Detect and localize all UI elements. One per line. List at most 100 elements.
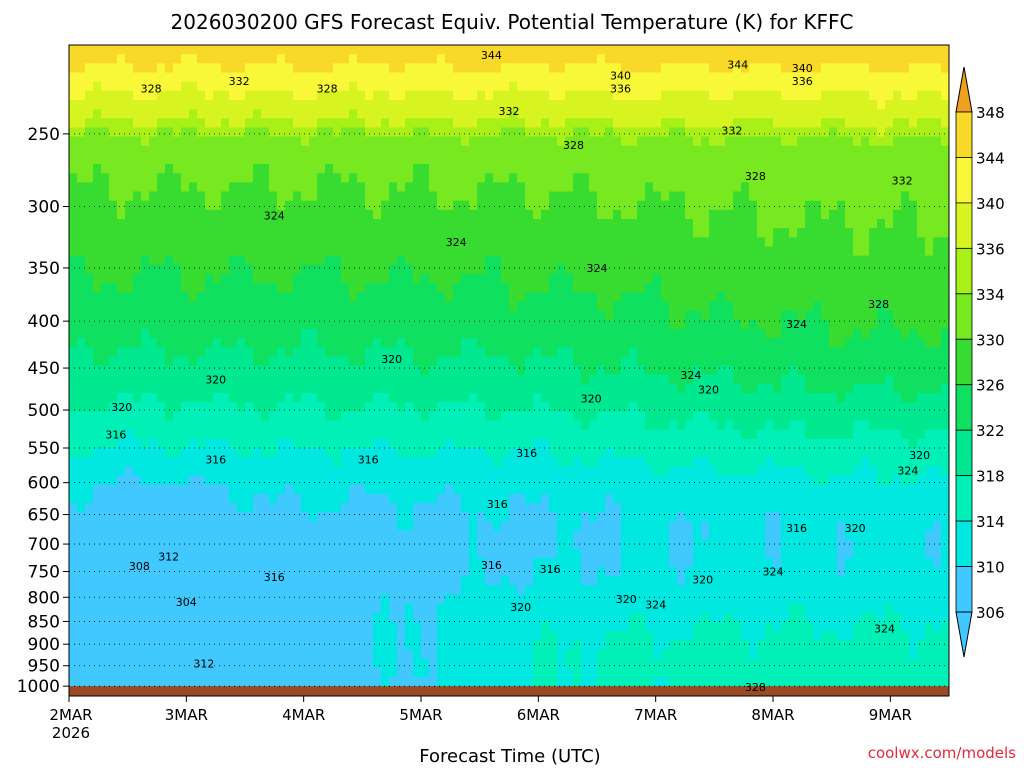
heatmap-cell: [733, 420, 742, 431]
heatmap-cell: [357, 310, 366, 321]
heatmap-cell: [245, 283, 254, 293]
heatmap-cell: [349, 191, 358, 202]
heatmap-cell: [461, 136, 470, 147]
heatmap-cell: [525, 273, 534, 284]
heatmap-cell: [701, 219, 710, 229]
heatmap-cell: [621, 273, 630, 284]
heatmap-cell: [853, 301, 862, 312]
heatmap-cell: [445, 200, 454, 211]
heatmap-cell: [613, 173, 622, 183]
heatmap-cell: [285, 145, 294, 156]
heatmap-cell: [181, 429, 190, 440]
heatmap-cell: [749, 383, 758, 394]
heatmap-cell: [325, 109, 334, 119]
heatmap-cell: [189, 209, 198, 220]
heatmap-cell: [613, 246, 622, 257]
heatmap-cell: [805, 420, 814, 431]
heatmap-cell: [125, 402, 134, 412]
heatmap-cell: [165, 154, 174, 165]
heatmap-cell: [477, 127, 486, 138]
heatmap-cell: [773, 246, 782, 257]
heatmap-cell: [85, 237, 94, 248]
heatmap-cell: [189, 448, 198, 458]
heatmap-cell: [381, 63, 390, 74]
heatmap-cell: [485, 429, 494, 440]
heatmap-cell: [885, 173, 894, 183]
heatmap-cell: [677, 90, 686, 101]
heatmap-cell: [437, 310, 446, 321]
heatmap-cell: [765, 127, 774, 138]
heatmap-cell: [141, 347, 150, 358]
heatmap-cell: [653, 246, 662, 257]
heatmap-cell: [405, 411, 414, 422]
heatmap-cell: [117, 301, 126, 312]
heatmap-cell: [333, 429, 342, 440]
heatmap-cell: [277, 246, 286, 257]
heatmap-cell: [693, 228, 702, 238]
heatmap-cell: [77, 219, 86, 229]
heatmap-cell: [133, 118, 142, 129]
heatmap-cell: [661, 264, 670, 275]
heatmap-cell: [229, 228, 238, 238]
heatmap-cell: [909, 438, 918, 449]
heatmap-cell: [789, 448, 798, 458]
heatmap-cell: [477, 72, 486, 83]
heatmap-cell: [149, 209, 158, 220]
heatmap-cell: [677, 191, 686, 202]
heatmap-cell: [805, 63, 814, 74]
heatmap-cell: [837, 45, 846, 55]
heatmap-cell: [901, 200, 910, 211]
heatmap-cell: [501, 448, 510, 458]
heatmap-cell: [645, 374, 654, 385]
heatmap-cell: [941, 374, 949, 385]
heatmap-cell: [701, 365, 710, 376]
heatmap-cell: [389, 356, 398, 367]
heatmap-cell: [885, 356, 894, 367]
heatmap-cell: [901, 448, 910, 458]
heatmap-cell: [325, 319, 334, 330]
heatmap-cell: [101, 438, 110, 449]
heatmap-cell: [741, 109, 750, 119]
heatmap-cell: [645, 164, 654, 174]
heatmap-cell: [885, 99, 894, 110]
heatmap-cell: [917, 200, 926, 211]
heatmap-cell: [813, 54, 822, 64]
heatmap-cell: [197, 411, 206, 422]
heatmap-cell: [757, 145, 766, 156]
heatmap-cell: [549, 90, 558, 101]
heatmap-cell: [517, 264, 526, 275]
heatmap-cell: [861, 118, 870, 129]
heatmap-cell: [173, 319, 182, 330]
heatmap-cell: [469, 72, 478, 83]
heatmap-cell: [141, 99, 150, 110]
heatmap-cell: [541, 109, 550, 119]
heatmap-cell: [421, 411, 430, 422]
heatmap-cell: [853, 319, 862, 330]
heatmap-cell: [301, 393, 310, 403]
heatmap-cell: [109, 191, 118, 202]
heatmap-cell: [853, 310, 862, 321]
heatmap-cell: [445, 420, 454, 431]
heatmap-cell: [837, 255, 846, 266]
heatmap-cell: [589, 273, 598, 284]
heatmap-cell: [829, 81, 838, 92]
heatmap-cell: [397, 246, 406, 257]
heatmap-cell: [613, 420, 622, 431]
heatmap-cell: [773, 393, 782, 403]
heatmap-cell: [445, 173, 454, 183]
heatmap-cell: [781, 347, 790, 358]
heatmap-cell: [341, 374, 350, 385]
heatmap-cell: [541, 255, 550, 266]
heatmap-cell: [909, 246, 918, 257]
heatmap-cell: [205, 182, 214, 193]
heatmap-cell: [85, 319, 94, 330]
heatmap-cell: [813, 283, 822, 293]
heatmap-cell: [573, 154, 582, 165]
heatmap-cell: [85, 219, 94, 229]
heatmap-cell: [165, 328, 174, 339]
heatmap-cell: [309, 237, 318, 248]
heatmap-cell: [517, 319, 526, 330]
heatmap-cell: [789, 255, 798, 266]
heatmap-cell: [485, 200, 494, 211]
heatmap-cell: [773, 237, 782, 248]
